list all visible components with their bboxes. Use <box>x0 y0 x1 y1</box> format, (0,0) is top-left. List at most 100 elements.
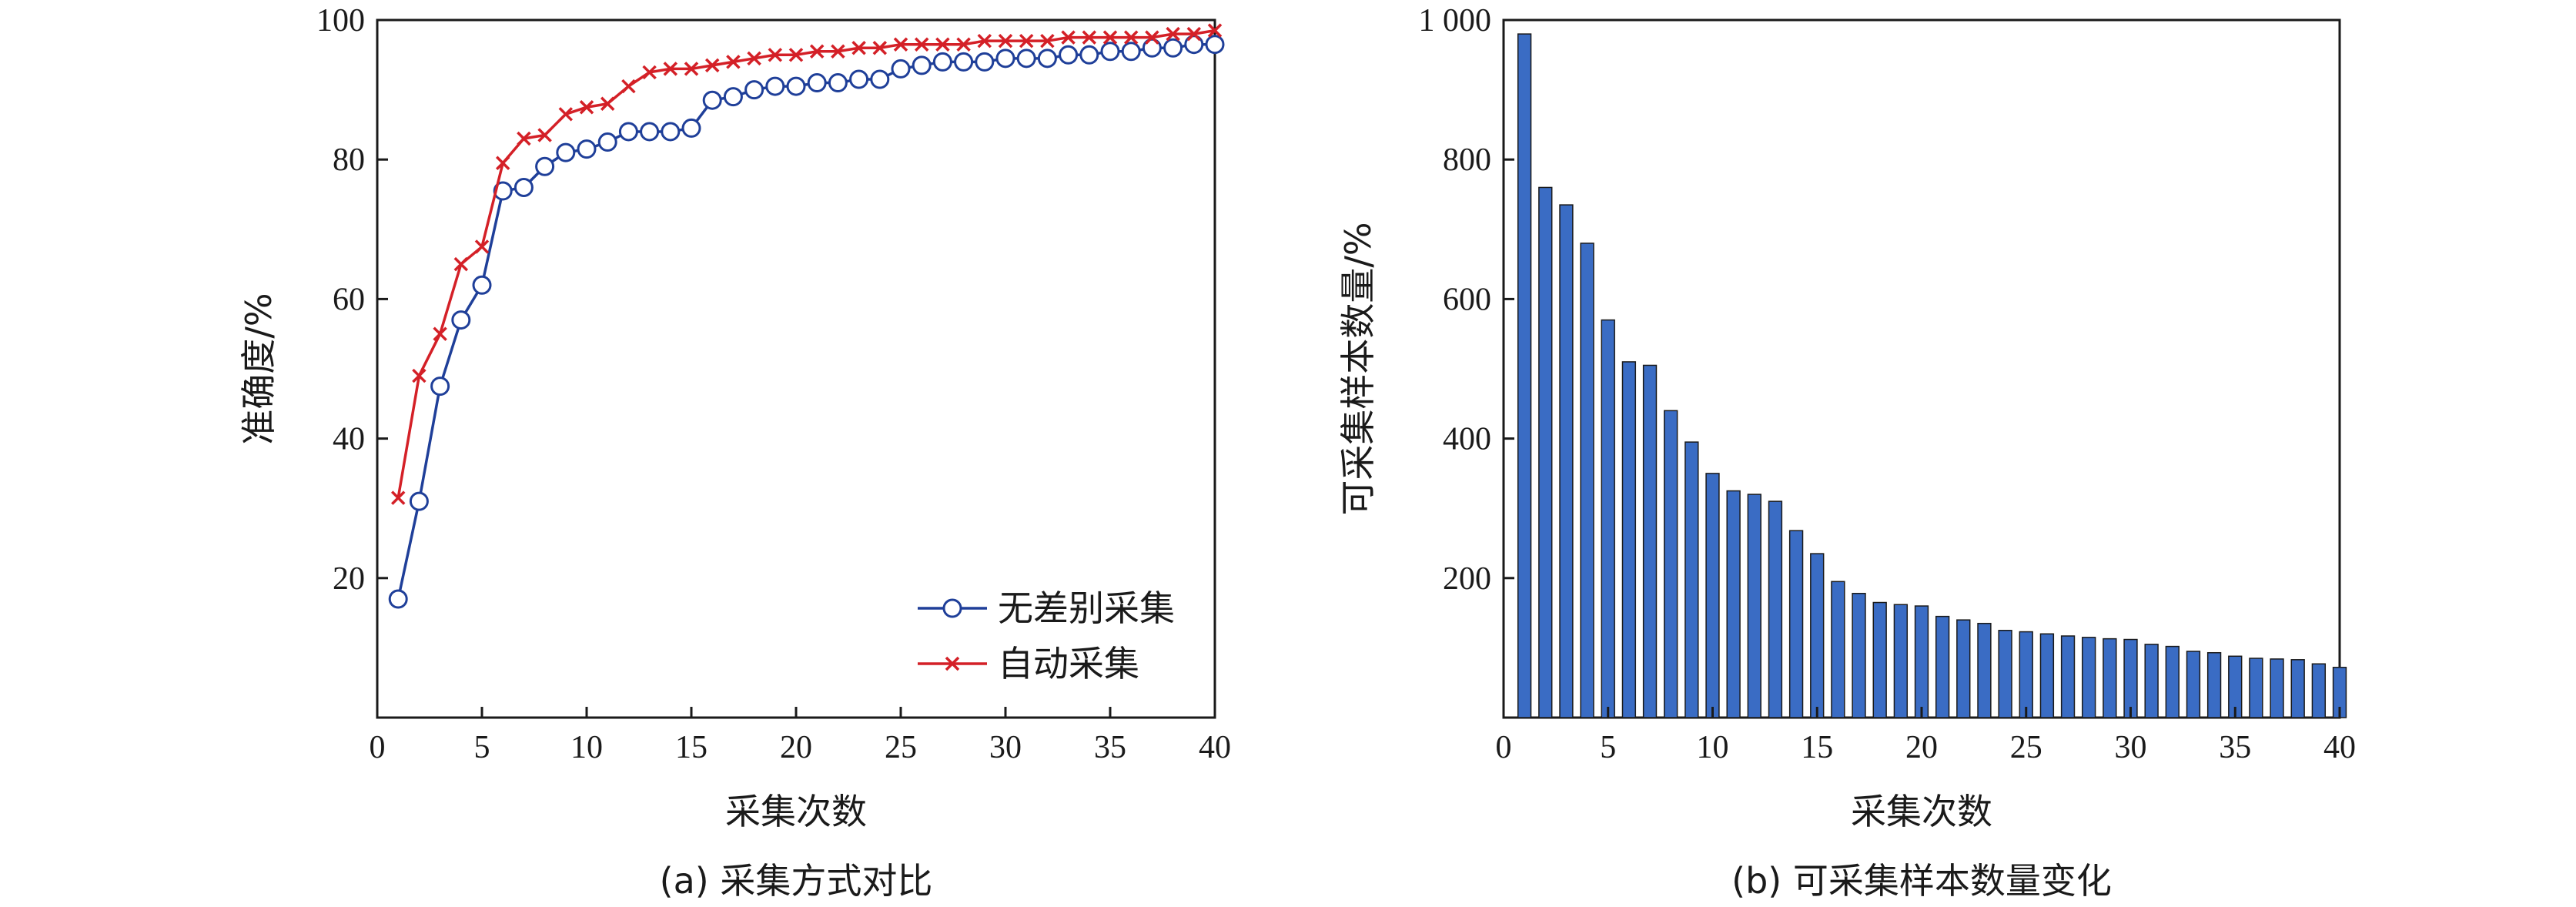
y-axis-title-a: 准确度/% <box>238 293 279 444</box>
data-point-circle <box>451 310 471 330</box>
data-point-circle <box>1142 38 1162 58</box>
data-point-circle <box>681 118 701 138</box>
data-point-circle <box>661 122 681 142</box>
data-point-x <box>495 156 510 170</box>
data-point-circle <box>1184 35 1204 55</box>
x-tick-label-a: 5 <box>474 730 490 765</box>
data-point-circle <box>744 80 764 100</box>
data-point-circle <box>932 52 952 72</box>
series-line-1 <box>396 42 1215 600</box>
data-point-x <box>998 33 1013 49</box>
data-point-x <box>1061 30 1076 45</box>
data-point-x <box>684 62 699 76</box>
data-point-circle <box>514 177 534 197</box>
series-line-2 <box>396 28 1216 498</box>
y-tick-label-a: 100 <box>316 3 365 38</box>
data-point-x <box>956 37 971 52</box>
x-tick-label-a: 10 <box>570 730 603 765</box>
data-point-circle <box>556 142 576 162</box>
data-point-x <box>831 44 845 59</box>
data-point-x <box>1166 26 1180 42</box>
data-point-circle <box>1100 42 1120 62</box>
data-point-x <box>726 55 741 69</box>
data-point-x <box>977 33 992 49</box>
data-point-circle <box>870 69 890 89</box>
data-point-x <box>1019 33 1034 49</box>
data-point-x <box>704 58 720 73</box>
data-point-circle <box>1121 42 1141 62</box>
data-point-x <box>1102 30 1118 45</box>
data-point-x <box>1186 26 1202 42</box>
data-point-x <box>390 490 406 505</box>
data-point-circle <box>912 55 932 75</box>
data-point-circle <box>828 73 848 93</box>
data-point-x <box>453 256 469 272</box>
data-point-x <box>663 62 678 76</box>
data-point-circle <box>975 52 995 72</box>
data-point-circle <box>786 76 806 96</box>
data-point-circle <box>1037 49 1057 69</box>
y-tick-label-a: 40 <box>333 422 365 457</box>
x-axis-title-a: 采集次数 <box>725 791 867 832</box>
legend-label: 无差别采集 <box>998 587 1175 629</box>
data-point-circle <box>1079 45 1099 65</box>
legend-marker-circle <box>942 598 962 618</box>
data-point-x <box>872 41 888 55</box>
legend-label: 自动采集 <box>998 643 1139 684</box>
data-point-x <box>433 326 447 341</box>
data-point-x <box>893 37 908 52</box>
data-point-circle <box>493 181 513 201</box>
data-point-circle <box>765 76 785 96</box>
x-tick-label-a: 25 <box>885 730 917 765</box>
data-point-x <box>851 41 866 55</box>
data-point-x <box>412 368 427 383</box>
data-point-circle <box>409 491 429 511</box>
data-point-x <box>914 37 929 52</box>
data-point-circle <box>597 132 617 152</box>
data-point-circle <box>430 377 450 397</box>
data-point-circle <box>702 90 722 110</box>
data-point-circle <box>1016 49 1036 69</box>
y-tick-label-a: 60 <box>333 282 365 317</box>
data-point-circle <box>535 156 555 176</box>
data-point-x <box>1123 30 1139 45</box>
y-tick-label-a: 20 <box>333 561 365 597</box>
data-point-x <box>558 107 574 122</box>
data-point-circle <box>472 275 492 295</box>
data-point-x <box>474 239 490 254</box>
data-point-circle <box>849 69 869 89</box>
x-tick-label-a: 20 <box>780 730 812 765</box>
data-point-circle <box>618 122 638 142</box>
data-point-x <box>788 48 804 62</box>
data-point-circle <box>1059 45 1079 65</box>
data-point-x <box>600 96 615 111</box>
data-point-circle <box>954 52 974 72</box>
data-point-circle <box>891 59 911 79</box>
data-point-x <box>642 65 657 80</box>
data-point-x <box>1040 33 1055 49</box>
data-point-circle <box>388 589 408 609</box>
data-point-x <box>537 128 552 142</box>
x-tick-label-a: 30 <box>989 730 1022 765</box>
data-point-circle <box>640 122 660 142</box>
data-point-x <box>935 37 950 52</box>
data-point-x <box>768 48 783 62</box>
data-point-x <box>1082 30 1097 45</box>
data-point-circle <box>995 49 1015 69</box>
x-tick-label-a: 35 <box>1094 730 1126 765</box>
legend-marker-x <box>945 656 960 671</box>
data-point-x <box>517 131 531 146</box>
data-point-circle <box>723 87 743 107</box>
data-point-x <box>809 44 825 59</box>
x-tick-label-a: 0 <box>370 730 386 765</box>
data-point-x <box>579 100 594 115</box>
data-point-circle <box>807 73 827 93</box>
data-point-circle <box>577 139 597 159</box>
data-point-x <box>621 79 636 94</box>
data-point-x <box>1145 30 1159 45</box>
x-tick-label-a: 15 <box>675 730 708 765</box>
caption-a: (a) 采集方式对比 <box>660 860 933 902</box>
